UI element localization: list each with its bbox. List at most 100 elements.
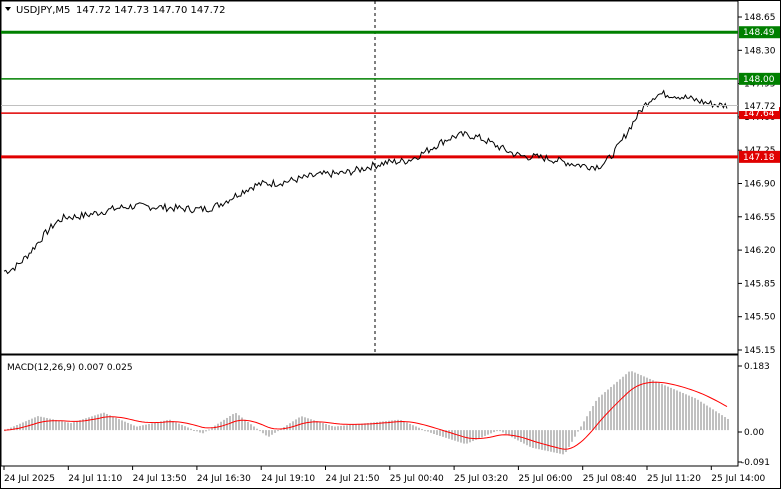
macd-bar xyxy=(376,422,378,431)
macd-bar xyxy=(52,419,54,431)
time-tick-label: 25 Jul 06:00 xyxy=(518,474,572,484)
macd-bar xyxy=(391,420,393,431)
macd-bar xyxy=(583,421,585,431)
macd-bar xyxy=(721,415,723,431)
macd-bar xyxy=(466,430,468,444)
macd-bar xyxy=(370,422,372,431)
time-tick-label: 25 Jul 11:20 xyxy=(647,474,701,484)
macd-bar xyxy=(541,430,543,450)
macd-bar xyxy=(313,420,315,431)
macd-bar xyxy=(493,430,495,433)
macd-bar xyxy=(424,430,426,432)
symbol-label: USDJPY,M5 xyxy=(16,5,70,16)
macd-bar xyxy=(529,430,531,447)
macd-bar xyxy=(406,422,408,431)
macd-bar xyxy=(514,430,516,439)
macd-bar xyxy=(472,430,474,442)
price-tick-label: 145.50 xyxy=(744,313,776,323)
macd-bar xyxy=(103,412,105,431)
price-tick-label: 146.55 xyxy=(744,213,776,223)
macd-bar xyxy=(151,423,153,431)
macd-bar xyxy=(211,427,213,431)
macd-bar xyxy=(157,422,159,431)
macd-bar xyxy=(175,422,177,431)
macd-bar xyxy=(61,421,63,431)
macd-bar xyxy=(361,423,363,431)
macd-bar xyxy=(475,430,477,440)
macd-bar xyxy=(238,415,240,431)
macd-bar xyxy=(115,417,117,431)
macd-bar xyxy=(526,430,528,446)
price-tick-label: 148.30 xyxy=(744,46,776,56)
macd-bar xyxy=(481,430,483,438)
macd-bar xyxy=(244,419,246,431)
macd-histogram xyxy=(4,371,729,455)
macd-tick-zero: 0.00 xyxy=(744,428,764,438)
macd-bar xyxy=(556,430,558,454)
macd-bar xyxy=(574,430,576,437)
macd-bar xyxy=(163,420,165,431)
macd-bar xyxy=(67,422,69,431)
macd-bar xyxy=(679,391,681,431)
level-label: 147.18 xyxy=(743,153,775,163)
macd-bar xyxy=(142,425,144,431)
macd-bar xyxy=(499,430,501,432)
macd-bar xyxy=(250,424,252,431)
macd-bar xyxy=(433,430,435,434)
macd-bar xyxy=(553,430,555,453)
macd-bar xyxy=(127,422,129,431)
macd-bar xyxy=(685,394,687,431)
dropdown-triangle-icon[interactable] xyxy=(5,7,11,11)
macd-bar xyxy=(694,398,696,431)
macd-bar xyxy=(19,423,21,431)
macd-bar xyxy=(505,430,507,435)
macd-bar xyxy=(658,382,660,431)
macd-bar xyxy=(670,387,672,431)
macd-bar xyxy=(295,419,297,431)
price-tick-label: 146.20 xyxy=(744,246,776,256)
macd-bar xyxy=(607,389,609,431)
price-chart-panel[interactable]: 148.65148.30147.95147.60147.25146.90146.… xyxy=(0,0,780,466)
macd-bar xyxy=(706,405,708,431)
macd-bar xyxy=(478,430,480,439)
time-tick-label: 24 Jul 11:10 xyxy=(68,474,122,484)
macd-bar xyxy=(358,423,360,431)
macd-bar xyxy=(316,421,318,431)
macd-bar xyxy=(49,418,51,431)
macd-bar xyxy=(85,418,87,431)
macd-bar xyxy=(634,372,636,431)
macd-bar xyxy=(568,430,570,447)
level-labels: 148.49 148.00 147.64 147.18 xyxy=(739,26,780,163)
macd-bar xyxy=(4,430,6,432)
macd-bar xyxy=(22,422,24,431)
price-tick-label: 145.85 xyxy=(744,279,776,289)
macd-bar xyxy=(616,381,618,431)
macd-bar xyxy=(118,419,120,431)
level-lines xyxy=(1,30,738,159)
macd-bar xyxy=(403,421,405,431)
macd-bar xyxy=(253,426,255,431)
macd-bar xyxy=(580,426,582,431)
macd-bar xyxy=(598,397,600,431)
level-label: 148.49 xyxy=(743,28,775,38)
macd-bar xyxy=(601,394,603,431)
macd-bar xyxy=(136,426,138,431)
macd-bar xyxy=(565,430,567,453)
macd-bar xyxy=(643,376,645,431)
time-tick-label: 25 Jul 14:00 xyxy=(711,474,765,484)
macd-bar xyxy=(415,426,417,431)
current-price-label: 147.72 xyxy=(744,102,776,112)
macd-bar xyxy=(511,430,513,438)
macd-bar xyxy=(184,426,186,431)
macd-signal-line xyxy=(3,381,728,450)
macd-bar xyxy=(178,423,180,431)
macd-panel[interactable]: MACD(12,26,9) 0.007 0.025 0.183 0.00 -0.… xyxy=(0,354,770,468)
macd-bar xyxy=(55,419,57,431)
macd-bar xyxy=(439,430,441,436)
macd-bar xyxy=(16,425,18,431)
macd-bar xyxy=(40,416,42,431)
macd-bar xyxy=(427,430,429,432)
macd-tick-bottom: -0.091 xyxy=(741,458,770,468)
macd-bar xyxy=(523,430,525,444)
macd-bar xyxy=(604,392,606,431)
